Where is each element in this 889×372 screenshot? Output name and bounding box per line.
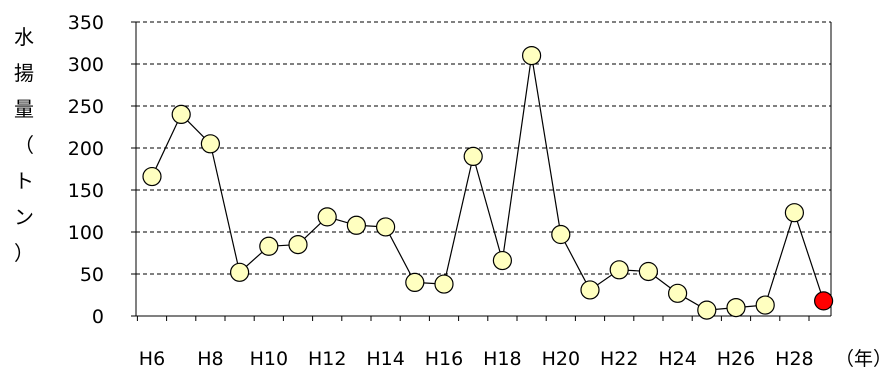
data-point-12: [492, 250, 512, 271]
data-point-16: [609, 260, 629, 280]
data-point-6: [317, 207, 337, 227]
x-tick-label-4: H10: [250, 348, 288, 370]
data-point-7: [346, 215, 366, 235]
data-point-8: [376, 217, 396, 237]
y-tick-label-3: 150: [68, 180, 104, 202]
data-point-10: [434, 274, 454, 294]
y-tick-label-5: 250: [68, 96, 104, 118]
y-axis-title-char-4: （: [14, 133, 34, 157]
x-tick-label-16: H22: [600, 348, 638, 370]
y-tick-label-2: 100: [68, 222, 104, 244]
x-tick-label-22: H28: [775, 348, 813, 370]
data-point-0: [142, 166, 162, 187]
y-tick-label-1: 50: [80, 264, 104, 286]
data-point-4: [259, 236, 279, 256]
data-point-17: [638, 261, 659, 282]
gridlines: [136, 21, 831, 275]
y-axis-title-char-6: ン: [14, 205, 34, 229]
data-point-20: [726, 298, 746, 318]
y-tick-label-4: 200: [68, 138, 104, 160]
data-point-21: [755, 295, 775, 315]
data-point-13: [521, 45, 542, 66]
data-point-11: [463, 146, 483, 166]
data-point-1: [171, 104, 191, 125]
data-series: [142, 45, 834, 320]
data-point-22: [784, 203, 805, 223]
x-tick-label-2: H8: [197, 348, 223, 370]
y-tick-label-7: 350: [68, 12, 104, 34]
y-axis-title-char-1: 水: [14, 25, 34, 49]
x-tick-label-18: H24: [658, 348, 696, 370]
y-tick-label-0: 0: [92, 306, 104, 328]
y-axis-title-char-7: ）: [14, 241, 34, 265]
x-tick-label-14: H20: [542, 348, 580, 370]
data-point-19: [697, 300, 717, 320]
x-axis-unit-label: （年）: [835, 348, 889, 370]
y-axis-title-char-2: 揚: [14, 61, 34, 85]
x-tick-label-8: H14: [366, 348, 404, 370]
axes: [131, 21, 832, 321]
data-point-highlighted: [813, 291, 834, 311]
x-tick-label-0: H6: [139, 348, 165, 370]
x-tick-label-12: H18: [483, 348, 521, 370]
y-axis-title-char-5: ト: [14, 169, 34, 193]
y-tick-labels: 0 50 100 150 200 250 300 350: [68, 12, 104, 328]
x-tick-label-10: H16: [425, 348, 463, 370]
series-line: [151, 55, 825, 311]
y-axis-title-char-3: 量: [14, 97, 34, 121]
data-point-2: [200, 134, 220, 154]
data-point-14: [551, 224, 571, 245]
x-tick-label-6: H12: [308, 348, 346, 370]
data-point-5: [288, 235, 308, 255]
x-tick-label-20: H26: [717, 348, 755, 370]
data-point-15: [580, 280, 600, 300]
data-point-18: [667, 283, 688, 303]
y-tick-label-6: 300: [68, 54, 104, 76]
data-point-3: [230, 262, 250, 282]
x-tick-labels: H6 H8 H10 H12 H14 H16 H18 H20 H22 H24 H26 H28: [139, 348, 814, 370]
data-point-9: [405, 272, 425, 292]
